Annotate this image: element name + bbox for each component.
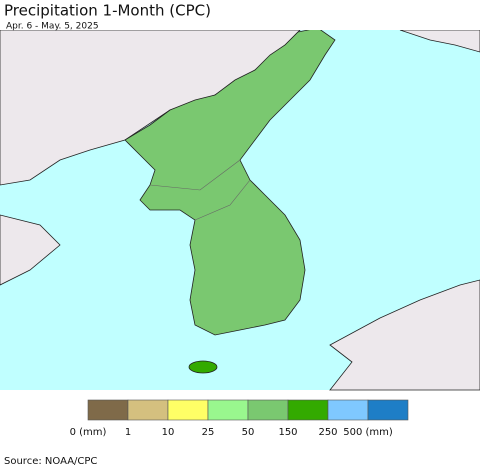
legend-label: 50 bbox=[242, 427, 255, 438]
map bbox=[0, 27, 480, 391]
title-band bbox=[0, 0, 480, 30]
legend-swatch bbox=[327, 399, 369, 421]
legend-swatch bbox=[247, 399, 289, 421]
shandong-land bbox=[0, 214, 61, 286]
legend-label: 150 bbox=[278, 427, 297, 438]
legend-label: 25 bbox=[202, 427, 215, 438]
legend-swatch bbox=[167, 399, 209, 421]
legend-label: 0 (mm) bbox=[70, 427, 107, 438]
legend: 0 (mm) 1 10 25 50 150 250 500 (mm) bbox=[70, 399, 409, 438]
legend-swatch bbox=[287, 399, 329, 421]
legend-label: 10 bbox=[162, 427, 175, 438]
legend-swatch bbox=[87, 399, 129, 421]
jeju-island bbox=[188, 360, 218, 374]
source: Source: NOAA/CPC bbox=[4, 456, 97, 467]
legend-swatch bbox=[367, 399, 409, 421]
borders bbox=[149, 159, 251, 221]
japan-land bbox=[329, 279, 480, 391]
subtitle: Apr. 6 - May. 5, 2025 bbox=[6, 22, 99, 32]
title: Precipitation 1-Month (CPC) bbox=[4, 2, 211, 20]
legend-swatch bbox=[127, 399, 169, 421]
legend-label: 1 bbox=[125, 427, 131, 438]
legend-label: 500 (mm) bbox=[343, 427, 393, 438]
korea-land bbox=[124, 27, 336, 336]
legend-label: 250 bbox=[318, 427, 337, 438]
legend-swatch bbox=[207, 399, 249, 421]
